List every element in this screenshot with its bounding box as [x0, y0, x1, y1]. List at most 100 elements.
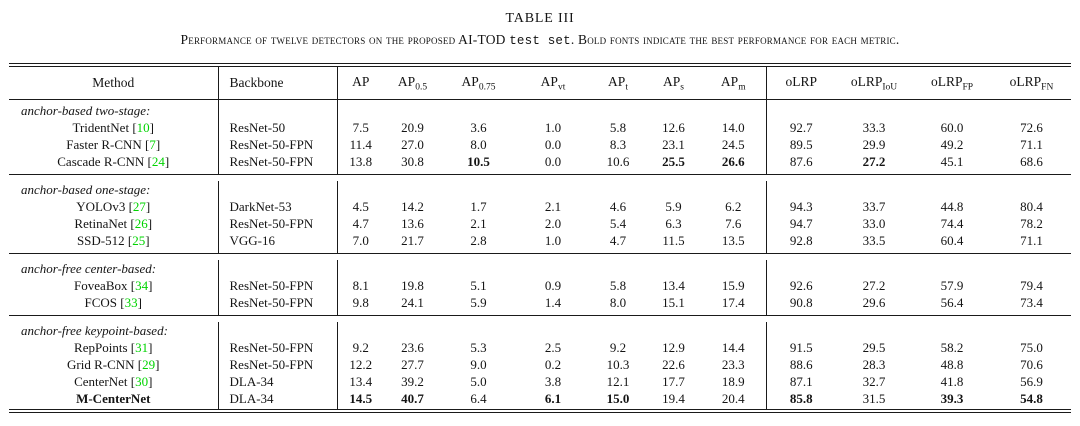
group-label-row: anchor-based two-stage: [9, 102, 1071, 120]
empty-cell [646, 322, 701, 339]
group-label: anchor-free keypoint-based: [9, 322, 219, 340]
table-row: Faster R-CNN [7] ResNet-50-FPN 11.4 27.0 8.0… [9, 136, 1071, 154]
backbone-cell: ResNet-50-FPN [218, 153, 338, 171]
method-cell: YOLOv3 [27] [9, 198, 219, 216]
value-cell: 33.0 [862, 216, 886, 232]
backbone-cell: VGG-16 [218, 232, 338, 250]
value-cell: 57.9 [940, 278, 964, 294]
value-cell: 27.2 [862, 154, 886, 170]
table-body: anchor-based two-stage: TridentNet [10] Re… [9, 99, 1071, 412]
value-cell: 22.6 [662, 357, 685, 373]
table-row: CenterNet [30] DLA-34 13.4 39.2 5.0 3.8 12.1 17… [9, 373, 1071, 391]
citation-link[interactable]: 24 [151, 154, 165, 170]
empty-cell [590, 181, 646, 198]
empty-cell [701, 322, 767, 340]
group-label: anchor-free center-based: [9, 260, 219, 278]
citation-link[interactable]: 30 [135, 374, 149, 390]
empty-cell [912, 181, 992, 198]
value-cell: 33.7 [862, 199, 886, 215]
spacer-cell [218, 170, 338, 175]
value-cell: 11.5 [662, 233, 685, 249]
value-cell: 10.6 [606, 154, 630, 170]
value-cell: 71.1 [1020, 137, 1043, 153]
spacer-row [9, 249, 1071, 254]
col-header-apm: APm [701, 65, 767, 100]
empty-cell [912, 260, 992, 277]
empty-cell [992, 102, 1071, 119]
method-cell: RepPoints [31] [9, 339, 219, 357]
value-cell: 2.5 [544, 340, 562, 356]
value-cell: 15.9 [701, 277, 767, 295]
value-cell: 44.8 [940, 199, 964, 215]
spacer-cell [384, 407, 441, 411]
empty-cell [516, 322, 590, 339]
empty-cell [701, 260, 767, 278]
value-cell: 94.7 [789, 216, 813, 232]
citation-link[interactable]: 7 [149, 137, 156, 153]
value-cell: 29.6 [862, 295, 886, 311]
value-cell: 13.5 [701, 232, 767, 250]
value-cell: 92.8 [789, 233, 813, 249]
spacer-cell [836, 407, 912, 411]
table-row: SSD-512 [25] VGG-16 7.0 21.7 2.8 1.0 4.7 11.5 13… [9, 232, 1071, 250]
value-cell: 85.8 [789, 391, 813, 407]
value-cell: 11.4 [349, 137, 372, 153]
value-cell: 12.1 [606, 374, 630, 390]
citation-link[interactable]: 33 [124, 295, 138, 311]
method-name: RepPoints [74, 340, 128, 356]
value-cell: 33.5 [862, 233, 886, 249]
group-separator-line [9, 314, 1071, 323]
backbone-cell: DLA-34 [218, 373, 338, 391]
empty-cell [836, 260, 912, 277]
citation-link[interactable]: 27 [132, 199, 146, 215]
citation-link[interactable]: 31 [135, 340, 149, 356]
method-name: Grid R-CNN [67, 357, 135, 373]
value-cell: 54.8 [1020, 391, 1043, 407]
table-row: Cascade R-CNN [24] ResNet-50-FPN 13.8 30.8 1… [9, 153, 1071, 171]
table-row: TridentNet [10] ResNet-50 7.5 20.9 3.6 1.0 5.8… [9, 119, 1071, 137]
citation-link[interactable]: 10 [136, 120, 150, 136]
value-cell: 26.6 [701, 153, 767, 171]
method-cell: Grid R-CNN [29] [9, 356, 219, 374]
backbone-cell: ResNet-50-FPN [218, 215, 338, 233]
value-cell: 24.5 [701, 136, 767, 154]
method-name: SSD-512 [76, 233, 125, 249]
method-name: Faster R-CNN [66, 137, 142, 153]
method-cell: Cascade R-CNN [24] [9, 153, 219, 171]
spacer-row [9, 311, 1071, 316]
col-header-aps: APs [646, 65, 701, 100]
citation-link[interactable]: 34 [135, 278, 149, 294]
value-cell: 13.4 [349, 374, 373, 390]
col-header-apvt: APvt [516, 65, 590, 100]
spacer-cell [701, 99, 767, 103]
value-cell: 5.9 [470, 295, 487, 311]
value-cell: 72.6 [1020, 120, 1043, 136]
value-cell: 2.8 [470, 233, 487, 249]
value-cell: 2.0 [544, 216, 562, 232]
citation-link[interactable]: 26 [134, 216, 148, 232]
method-name: YOLOv3 [76, 199, 126, 215]
spacer-cell [9, 99, 219, 103]
citation-link[interactable]: 25 [132, 233, 146, 249]
value-cell: 7.0 [352, 233, 369, 249]
backbone-cell: ResNet-50-FPN [218, 277, 338, 295]
value-cell: 0.2 [544, 357, 562, 373]
spacer-cell [218, 99, 338, 103]
value-cell: 17.4 [701, 294, 767, 312]
method-name: M-CenterNet [76, 391, 151, 407]
backbone-cell: ResNet-50-FPN [218, 356, 338, 374]
col-header-olrp-iou: oLRPIoU [836, 65, 912, 100]
value-cell: 74.4 [940, 216, 964, 232]
value-cell: 48.8 [940, 357, 964, 373]
value-cell: 12.9 [662, 340, 685, 356]
spacer-cell [912, 407, 992, 411]
citation-link[interactable]: 29 [142, 357, 156, 373]
backbone-cell: DLA-34 [218, 390, 338, 408]
value-cell: 32.7 [862, 374, 886, 390]
table-row: YOLOv3 [27] DarkNet-53 4.5 14.2 1.7 2.1 4.6 5.9… [9, 198, 1071, 216]
value-cell: 40.7 [401, 391, 424, 407]
empty-cell [701, 102, 767, 120]
value-cell: 3.6 [470, 120, 487, 136]
spacer-cell [218, 249, 338, 254]
value-cell: 4.5 [352, 199, 369, 215]
